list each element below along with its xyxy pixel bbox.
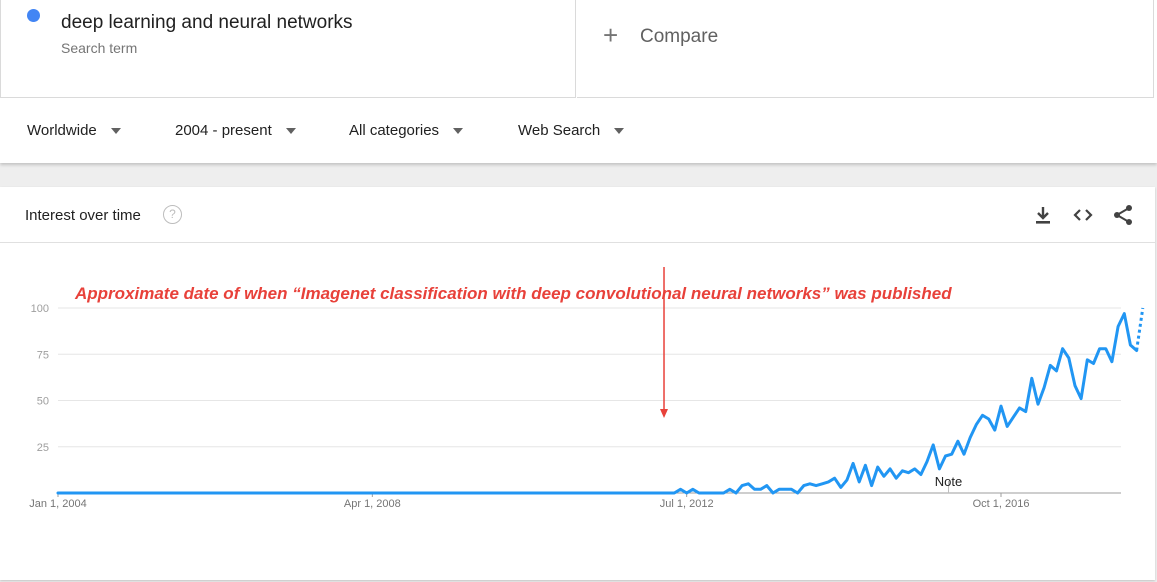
line-chart: 25 50 75 100 Jan 1, 2004 Apr 1, 2008 Jul 1, 2… xyxy=(29,267,1145,510)
download-icon[interactable] xyxy=(1031,203,1055,227)
filter-region[interactable]: Worldwide xyxy=(27,122,121,139)
search-term-subtitle: Search term xyxy=(61,40,138,56)
filter-category[interactable]: All categories xyxy=(349,122,464,139)
filter-region-label: Worldwide xyxy=(27,122,97,139)
x-tick-label: Apr 1, 2008 xyxy=(344,498,401,510)
explore-header: deep learning and neural networks Search… xyxy=(0,0,1157,163)
chevron-down-icon xyxy=(614,127,625,134)
plus-icon: + xyxy=(603,20,619,50)
share-icon[interactable] xyxy=(1111,203,1135,227)
filter-category-label: All categories xyxy=(349,122,440,139)
chevron-down-icon xyxy=(453,127,464,134)
chevron-down-icon xyxy=(285,127,296,134)
series-partial-line xyxy=(1135,307,1145,351)
y-tick-label: 25 xyxy=(37,442,49,454)
interest-over-time-card: Interest over time ? Approximate date of… xyxy=(0,187,1155,580)
chevron-down-icon xyxy=(110,127,121,134)
series-line xyxy=(56,312,1139,495)
y-tick-label: 75 xyxy=(37,349,49,361)
filter-property[interactable]: Web Search xyxy=(518,122,625,139)
y-tick-label: 50 xyxy=(37,396,49,408)
search-term-box[interactable]: deep learning and neural networks Search… xyxy=(0,0,576,98)
search-term-text[interactable]: deep learning and neural networks xyxy=(61,12,353,33)
x-tick-label: Jan 1, 2004 xyxy=(29,498,87,510)
y-tick-label: 100 xyxy=(31,303,49,315)
annotation-arrow-head xyxy=(660,409,669,418)
filter-time[interactable]: 2004 - present xyxy=(175,122,296,139)
series-color-dot xyxy=(27,9,40,22)
card-divider xyxy=(0,242,1155,243)
annotation-text: Approximate date of when “Imagenet class… xyxy=(75,284,952,303)
compare-box[interactable]: + Compare xyxy=(577,0,1154,98)
question-circle-icon[interactable]: ? xyxy=(163,205,182,224)
filter-time-label: 2004 - present xyxy=(175,122,272,139)
x-tick-label: Oct 1, 2016 xyxy=(973,498,1030,510)
card-title: Interest over time xyxy=(25,207,141,224)
embed-code-icon[interactable] xyxy=(1071,203,1095,227)
x-tick-label: Jul 1, 2012 xyxy=(660,498,714,510)
compare-label[interactable]: Compare xyxy=(640,26,719,47)
note-label: Note xyxy=(935,474,962,489)
filter-property-label: Web Search xyxy=(518,122,601,139)
